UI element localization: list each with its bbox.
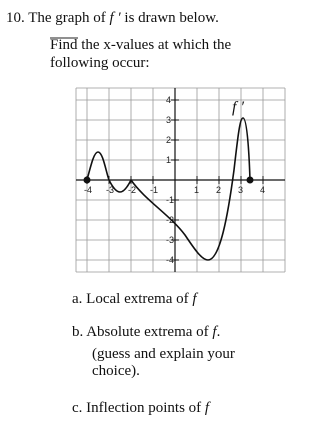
header-end: is drawn below. bbox=[124, 10, 218, 26]
y-label: 2 bbox=[166, 135, 171, 145]
punct: . bbox=[217, 324, 221, 340]
question-text: (guess and explain your bbox=[92, 346, 235, 362]
letter: b. bbox=[72, 324, 83, 340]
y-label: -3 bbox=[166, 235, 174, 245]
question: a. Local extrema of f bbox=[72, 291, 198, 307]
number: 10. bbox=[6, 10, 25, 26]
y-label: 1 bbox=[166, 155, 171, 165]
graph: -4 -3 -2 -1 1 2 3 4 4 3 2 1 -1 -2 -3 -4 f ′ bbox=[75, 87, 286, 273]
func: f bbox=[205, 400, 211, 416]
question: b. Absolute extrema of f. bbox=[72, 324, 220, 340]
x-label: -1 bbox=[150, 185, 158, 195]
x-label: -2 bbox=[128, 185, 136, 195]
question-text: Inflection points of bbox=[86, 400, 201, 416]
x-label: 2 bbox=[216, 185, 221, 195]
y-label: 3 bbox=[166, 115, 171, 125]
y-label: -2 bbox=[166, 215, 174, 225]
y-label: 4 bbox=[166, 95, 171, 105]
y-label: -1 bbox=[166, 195, 174, 205]
x-label: 1 bbox=[194, 185, 199, 195]
prompt-line: following occur: bbox=[50, 55, 150, 71]
header: 10. The graph of f ′ is drawn below. bbox=[6, 10, 219, 26]
func: f ′ bbox=[109, 10, 121, 26]
func: f bbox=[192, 291, 198, 307]
letter: a. bbox=[72, 291, 82, 307]
x-label: 4 bbox=[260, 185, 265, 195]
func: f bbox=[212, 324, 218, 340]
question-text: Absolute extrema of bbox=[86, 324, 208, 340]
x-label: -3 bbox=[106, 185, 114, 195]
question-text: Local extrema of bbox=[86, 291, 188, 307]
dot bbox=[83, 176, 91, 184]
curve bbox=[86, 117, 251, 261]
prompt-line: Find the x-values at which the bbox=[50, 37, 232, 53]
x-label: 3 bbox=[238, 185, 243, 195]
header-text: The graph of bbox=[28, 10, 105, 26]
letter: c. bbox=[72, 400, 82, 416]
y-label: -4 bbox=[166, 255, 174, 265]
question: c. Inflection points of f bbox=[72, 400, 211, 416]
question-text: choice). bbox=[92, 363, 140, 379]
x-label: -4 bbox=[84, 185, 92, 195]
curve-label: f ′ bbox=[232, 99, 244, 116]
dot bbox=[246, 176, 254, 184]
